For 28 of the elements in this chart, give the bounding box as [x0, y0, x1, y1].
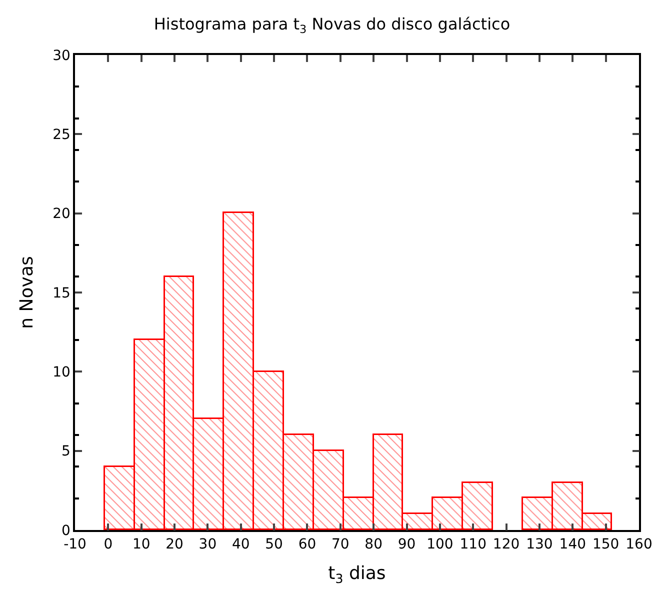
x-tick-label: 40: [232, 536, 250, 553]
x-tick-label: 30: [198, 536, 217, 553]
y-tick-label: 10: [52, 364, 70, 381]
x-tick-label: 0: [104, 536, 113, 553]
x-tick-label: 100: [426, 536, 454, 553]
x-axis-title: t$_{3}$ dias: [328, 563, 386, 586]
x-tick-label: 60: [298, 536, 316, 553]
y-tick-label: 15: [52, 285, 70, 302]
x-tick-label: -10: [64, 536, 86, 553]
x-tick-label: 10: [132, 536, 150, 553]
x-tick-label: 150: [592, 536, 620, 553]
chart-title: Histograma para t$_{3}$ Novas do disco galáctico: [154, 14, 510, 36]
x-tick-label: 110: [460, 536, 486, 553]
x-tick-label: 80: [364, 536, 383, 553]
y-tick-label: 0: [62, 522, 70, 539]
x-tick-label: 50: [265, 536, 283, 553]
x-tick-label: 120: [492, 536, 520, 553]
y-tick-label: 5: [62, 444, 70, 460]
x-tick-label: 90: [398, 536, 416, 553]
x-tick-label: 140: [559, 536, 586, 553]
y-tick-label: 30: [52, 48, 70, 64]
x-tick-label: 130: [526, 536, 553, 553]
y-axis-title: n Novas: [16, 256, 38, 329]
x-tick-label: 20: [166, 536, 184, 553]
y-tick-label: 25: [52, 127, 70, 144]
x-tick-label: 160: [626, 536, 652, 553]
x-tick-label: 70: [331, 536, 350, 553]
y-tick-label: 20: [52, 206, 70, 222]
